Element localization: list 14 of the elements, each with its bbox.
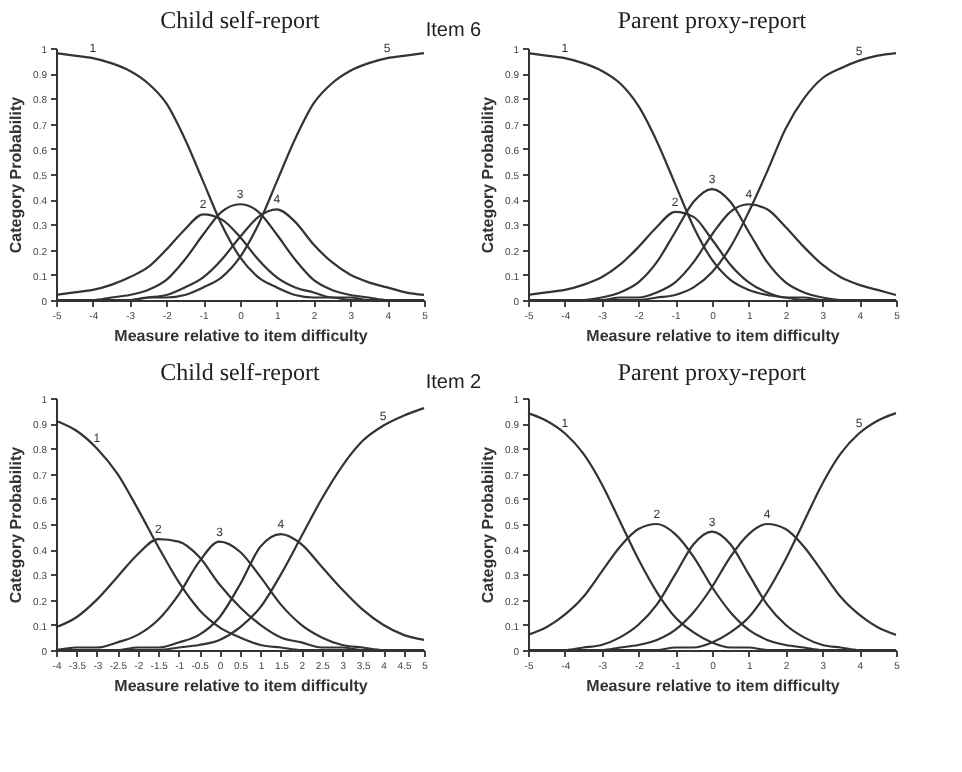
chart-title: Child self-report [160,6,321,35]
x-axis-title: Measure relative to item difficulty [114,327,369,345]
text: Item 2 [425,372,483,394]
chart-title: Parent proxy-report [617,6,808,35]
y-axis-title: Category Probability [7,445,26,604]
chart-title: Parent proxy-report [617,358,808,386]
x-axis-title: Measure relative to item difficulty [114,677,369,695]
x-axis-title: Measure relative to item difficulty [586,677,841,695]
y-axis-title: Category Probability [7,95,26,254]
text: Item 6 [425,20,483,43]
y-axis-title: Category Probability [479,95,498,254]
x-axis-title: Measure relative to item difficulty [586,327,841,345]
y-axis-title: Category Probability [479,445,498,604]
chart-title: Child self-report [160,358,321,386]
